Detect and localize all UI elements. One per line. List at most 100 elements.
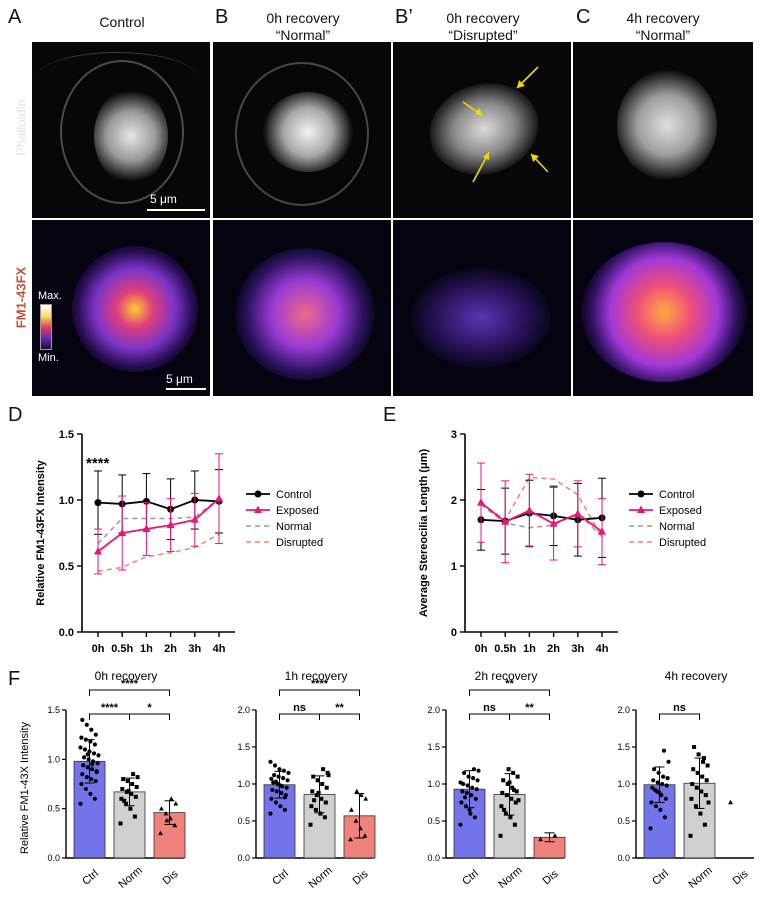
data-point [648, 826, 653, 831]
significance-label: ** [505, 678, 514, 690]
data-point [691, 767, 696, 772]
data-point [277, 767, 282, 772]
data-point [500, 790, 505, 795]
data-point [284, 785, 289, 790]
data-point [325, 770, 330, 775]
x-tick-label: 0h [92, 643, 105, 655]
significance-label: **** [101, 702, 119, 714]
data-point [353, 818, 359, 823]
data-point [462, 770, 467, 775]
data-point [503, 811, 508, 816]
data-point [458, 822, 463, 827]
data-point [278, 804, 283, 809]
data-point [658, 807, 663, 812]
data-point [463, 804, 468, 809]
data-point [315, 778, 320, 783]
y-axis-label: Relative FM1-43FX Intensity [35, 459, 47, 605]
data-point [470, 785, 475, 790]
data-point [472, 815, 477, 820]
data-point [465, 783, 470, 788]
y-tick-label: 2.0 [427, 705, 440, 715]
data-point [126, 788, 131, 793]
legend-marker [637, 490, 645, 498]
data-point [133, 794, 138, 799]
y-axis-label: Relative FM1-43X Intensity [19, 721, 31, 854]
series-line-control [480, 512, 603, 523]
data-point [281, 775, 286, 781]
legend-label: Control [659, 489, 694, 501]
image-phalloidin-control: 5 μm [32, 42, 210, 218]
data-point [89, 727, 94, 732]
data-point [81, 763, 86, 768]
significance-bracket [129, 713, 170, 720]
colorbar-min-label: Min. [38, 352, 59, 364]
significance-bracket [469, 713, 510, 720]
data-point [282, 807, 287, 812]
column-title-line1: Control [99, 14, 145, 30]
data-point [552, 833, 558, 838]
data-point [269, 796, 274, 801]
data-point [661, 774, 666, 779]
data-point [501, 778, 506, 783]
data-point [474, 787, 479, 792]
data-point [498, 833, 503, 838]
row-label-phalloidin: Phalloidin [13, 99, 29, 156]
data-point [95, 761, 100, 766]
data-point [326, 773, 331, 778]
scale-bar [166, 388, 206, 390]
image-fm-b [213, 220, 391, 396]
data-point [695, 770, 700, 775]
significance-label: **** [121, 678, 139, 690]
data-point [163, 811, 169, 816]
chart-e: 0 1 2 3 0h 0.5h 1h 2h 3h 4h Average Stereocilia Le… [418, 429, 706, 655]
legend-marker [254, 505, 262, 513]
data-point [273, 800, 278, 805]
data-point [362, 833, 368, 838]
data-point [125, 779, 130, 784]
data-point [504, 793, 509, 798]
data-point [96, 753, 101, 758]
data-point [312, 798, 317, 803]
data-point [467, 807, 472, 812]
x-tick-label: 0h [475, 643, 488, 655]
data-point [349, 807, 354, 812]
y-tick-label: 1.0 [237, 779, 250, 789]
data-point [168, 796, 174, 801]
x-tick-label: 4h [213, 643, 226, 655]
data-point [704, 778, 709, 783]
x-tick-label: Dis [351, 868, 371, 888]
y-axis-label: Average Stereocilia Length (μm) [418, 449, 430, 618]
data-point [123, 801, 128, 806]
panel-letter-b: B [215, 6, 229, 28]
data-point [502, 807, 507, 812]
data-point [316, 790, 321, 795]
data-point [508, 815, 513, 820]
data-point [285, 778, 290, 783]
significance-bracket [279, 689, 360, 696]
data-point [459, 800, 464, 805]
data-point [358, 825, 363, 831]
y-tick-label: 1 [451, 561, 457, 573]
data-point [135, 775, 140, 780]
data-point [662, 815, 667, 820]
data-point [464, 790, 469, 795]
data-point [311, 774, 316, 779]
data-point [281, 768, 287, 773]
data-point [119, 796, 124, 801]
data-point [321, 767, 326, 772]
data-point [516, 798, 521, 803]
data-point [322, 815, 327, 820]
data-point [159, 806, 164, 811]
data-point [166, 520, 175, 529]
data-point [651, 778, 656, 783]
data-point [657, 790, 662, 795]
series-line-exposed [480, 501, 603, 533]
data-point [215, 494, 223, 502]
chart-title: 4h recovery [665, 669, 728, 683]
x-tick-label: 0.5h [111, 643, 133, 655]
data-point [512, 787, 516, 792]
data-point [79, 781, 84, 787]
y-tick-label: 1.5 [237, 742, 250, 752]
y-tick-label: 0.0 [237, 853, 250, 863]
data-point [475, 778, 480, 783]
